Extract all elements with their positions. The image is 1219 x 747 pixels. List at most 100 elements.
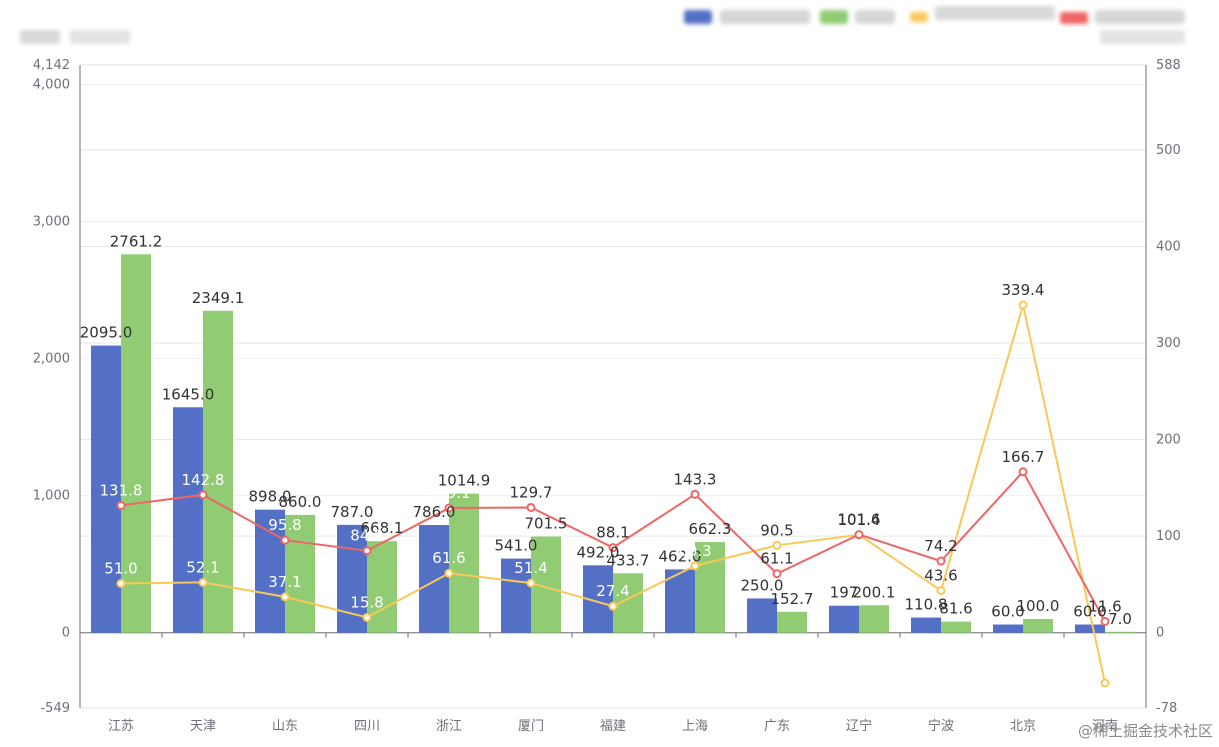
bar [255,509,285,633]
y-left-tick-label: 0 [62,626,70,641]
line-data-label: 166.7 [1002,448,1045,466]
watermark-text: @稀土掘金技术社区 [1077,722,1213,740]
bar [1023,619,1053,633]
y-right-tick-label: 300 [1156,336,1181,351]
y-left-tick-label: -549 [40,701,70,716]
line-data-label: 27.4 [596,582,629,600]
y-right-tick-label: 400 [1156,240,1181,255]
bar-data-label: 898.0 [249,488,292,506]
line-data-label: 90.5 [760,521,793,539]
bar-data-label: 2761.2 [110,232,163,250]
bar-data-label: 492.0 [577,543,620,561]
line-point [444,568,454,578]
bar-data-label: 786.0 [413,503,456,521]
line-point [690,561,700,571]
bar-data-label: 100.0 [1017,597,1060,615]
x-tick-label: 江苏 [108,718,134,734]
line-point [526,578,536,588]
bar-series [91,254,1135,633]
line-point [198,490,208,500]
bar [501,558,531,633]
x-tick-label: 河南 [1092,718,1118,734]
line-data-label: 88.1 [596,524,629,542]
y-right-tick-label: 0 [1156,626,1164,641]
grid-lines [80,64,1146,709]
bar-data-label: 60.0 [1073,603,1106,621]
y-right-tick-label: 100 [1156,529,1181,544]
bar-data-label: 433.7 [607,551,650,569]
y-right-tick-label: 200 [1156,433,1181,448]
line-point [198,577,208,587]
line-data-label: 95.8 [268,516,301,534]
x-tick-label: 厦门 [518,719,544,734]
line-data-label: 51.4 [514,559,547,577]
line-data-label: 339.4 [1002,281,1045,299]
line-point [116,500,126,510]
bar-data-label: 152.7 [771,590,814,608]
bar-data-label: 668.1 [361,519,404,537]
bar [941,621,971,633]
line-point [362,546,372,556]
x-tick-label: 福建 [600,719,626,734]
bar [993,624,1023,633]
bar [695,541,725,633]
bar-data-label: 1014.9 [438,472,491,490]
bar-data-label: 81.6 [939,600,972,618]
line-point [280,592,290,602]
line-data-label: 84.9 [350,527,383,545]
legend-blurred[interactable] [684,6,1185,44]
bar [665,569,695,633]
line-point [772,540,782,550]
bar [121,254,151,633]
x-tick-label: 宁波 [928,718,954,734]
line-data-label: 37.1 [268,573,301,591]
bar-data-label: 2349.1 [192,289,245,307]
line-point [608,543,618,553]
x-tick-label: 广东 [764,719,790,734]
line-point [936,586,946,596]
bar [203,310,233,633]
line-data-label: 142.8 [182,471,225,489]
y-right-tick-label: 588 [1156,58,1181,73]
bar [91,345,121,633]
line-data-label: 131.8 [100,481,143,499]
line-point [854,530,864,540]
bar [911,617,941,633]
y-right-tick-label: 500 [1156,143,1181,158]
y-right-tick-label: -78 [1156,701,1177,716]
line-data-label: 69.3 [678,542,711,560]
line-data-label: 61.6 [432,549,465,567]
line-data-label: 129.1 [428,484,471,502]
bar [747,598,777,633]
x-tick-label: 浙江 [436,719,462,734]
bar-data-label: 662.3 [689,520,732,538]
line-point [444,503,454,513]
bar [337,524,367,633]
bar-data-label: 7.0 [1108,610,1132,628]
bar-data-label: 250.0 [741,576,784,594]
bar [285,514,315,633]
line-data-label: 129.7 [510,483,553,501]
bar [367,541,397,633]
line-point [362,612,372,622]
bar [1105,631,1135,633]
line-data-label: 101.6 [838,511,881,529]
line-point [526,502,536,512]
bar [173,407,203,633]
line-point [1100,616,1110,626]
x-tick-label: 四川 [354,719,380,734]
line-data-label: 51.0 [104,559,137,577]
y-left-tick-label: 4,000 [33,77,70,92]
line-data-label: 52.1 [186,558,219,576]
bar-data-label: 200.1 [853,583,896,601]
line-data-label: 43.6 [924,567,957,585]
line-data-label: 15.8 [350,593,383,611]
bar-data-label: 541.0 [495,537,538,555]
y-left-tick-label: 4,142 [33,58,70,73]
line-point [280,535,290,545]
bar-data-label: 197 [830,584,859,602]
bar-data-label: 860.0 [279,493,322,511]
bar-data-label: 701.5 [525,515,568,533]
